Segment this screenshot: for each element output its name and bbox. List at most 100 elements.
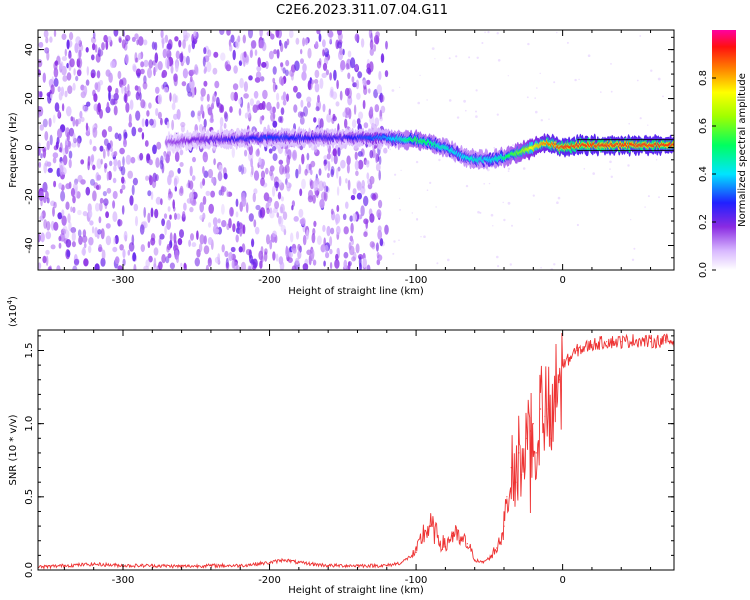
- noise-blob: [331, 91, 338, 100]
- noise-blob: [172, 199, 175, 210]
- noise-blob: [308, 189, 314, 200]
- noise-blob: [202, 166, 205, 175]
- noise-blob: [328, 108, 331, 116]
- y-tick-label: 0.5: [24, 489, 35, 505]
- colorbar-tick-label: 0.0: [698, 262, 709, 278]
- noise-blob: [38, 59, 43, 68]
- noise-blob: [272, 81, 277, 93]
- noise-blob: [346, 87, 352, 99]
- noise-blob: [336, 79, 339, 90]
- noise-blob: [46, 197, 50, 204]
- noise-blob: [280, 224, 286, 232]
- noise-blob: [242, 224, 246, 235]
- noise-blob: [60, 86, 65, 97]
- noise-blob: [213, 228, 220, 234]
- noise-blob: [105, 40, 109, 50]
- noise-blob: [376, 209, 382, 219]
- noise-blob: [175, 50, 180, 60]
- noise-blob: [274, 181, 280, 188]
- noise-blob: [223, 122, 227, 129]
- noise-blob: [325, 252, 330, 259]
- noise-blob: [44, 47, 50, 54]
- noise-blob: [160, 117, 163, 126]
- y-tick-label: 20: [24, 92, 35, 105]
- noise-blob: [40, 212, 44, 219]
- noise-blob: [50, 244, 56, 250]
- noise-blob: [265, 60, 269, 70]
- noise-blob: [384, 224, 389, 235]
- noise-blob: [245, 202, 249, 214]
- noise-speck: [630, 219, 632, 221]
- noise-speck: [484, 31, 486, 34]
- noise-blob: [164, 225, 167, 236]
- noise-blob: [253, 188, 258, 195]
- noise-blob: [65, 201, 70, 210]
- noise-blob: [86, 101, 91, 107]
- noise-blob: [203, 245, 210, 255]
- noise-blob: [139, 92, 142, 101]
- noise-blob: [192, 156, 196, 163]
- noise-speck: [463, 99, 466, 103]
- noise-speck: [416, 218, 418, 220]
- noise-blob: [46, 221, 51, 231]
- noise-blob: [78, 43, 84, 52]
- noise-blob: [311, 144, 315, 151]
- snr-multiplier-close: ): [8, 296, 19, 300]
- noise-blob: [167, 206, 171, 212]
- noise-blob: [80, 159, 85, 165]
- noise-blob: [176, 254, 179, 264]
- noise-blob: [368, 88, 371, 94]
- noise-blob: [357, 71, 363, 79]
- noise-blob: [118, 133, 122, 141]
- snr-point: [540, 408, 542, 410]
- noise-blob: [380, 53, 385, 64]
- noise-speck: [644, 206, 646, 208]
- noise-blob: [327, 160, 331, 172]
- noise-blob: [96, 70, 101, 79]
- noise-blob: [92, 127, 98, 138]
- noise-blob: [217, 171, 223, 182]
- noise-blob: [149, 118, 154, 126]
- noise-blob: [270, 112, 276, 122]
- noise-blob: [282, 211, 288, 220]
- noise-blob: [112, 177, 117, 184]
- noise-blob: [286, 154, 291, 166]
- noise-blob: [342, 111, 346, 118]
- noise-blob: [157, 94, 163, 105]
- noise-blob: [114, 256, 120, 265]
- noise-blob: [104, 162, 108, 169]
- noise-speck: [493, 146, 496, 149]
- snr-point: [584, 347, 586, 349]
- snr-y-ticks: 0.0 0.5 1.0 1.5: [24, 335, 674, 578]
- noise-blob: [362, 99, 366, 110]
- noise-blob: [86, 66, 90, 76]
- noise-blob: [340, 159, 346, 169]
- noise-blob: [51, 76, 54, 85]
- noise-blob: [272, 153, 278, 162]
- noise-blob: [293, 104, 298, 113]
- noise-speck: [633, 247, 636, 250]
- noise-blob: [107, 85, 112, 93]
- noise-blob: [74, 42, 79, 54]
- noise-blob: [143, 265, 149, 270]
- noise-blob: [209, 117, 214, 124]
- snr-point: [466, 543, 468, 545]
- noise-speck: [639, 117, 642, 120]
- noise-blob: [122, 156, 125, 167]
- noise-speck: [576, 223, 580, 227]
- snr-panel: -300 -200 -100 0 0.0 0.5 1.0 1.5 (x104) Height…: [6, 296, 675, 596]
- noise-blob: [141, 132, 145, 140]
- noise-blob: [243, 81, 248, 92]
- noise-blob: [122, 249, 126, 259]
- noise-blob: [85, 122, 89, 131]
- snr-point: [210, 565, 212, 567]
- noise-blob: [96, 174, 102, 181]
- noise-blob: [313, 117, 317, 123]
- noise-blob: [73, 258, 80, 266]
- noise-speck: [526, 96, 529, 99]
- noise-blob: [330, 227, 335, 235]
- noise-blob: [180, 262, 183, 268]
- noise-blob: [320, 244, 326, 253]
- noise-blob: [83, 242, 87, 249]
- noise-blob: [65, 183, 71, 190]
